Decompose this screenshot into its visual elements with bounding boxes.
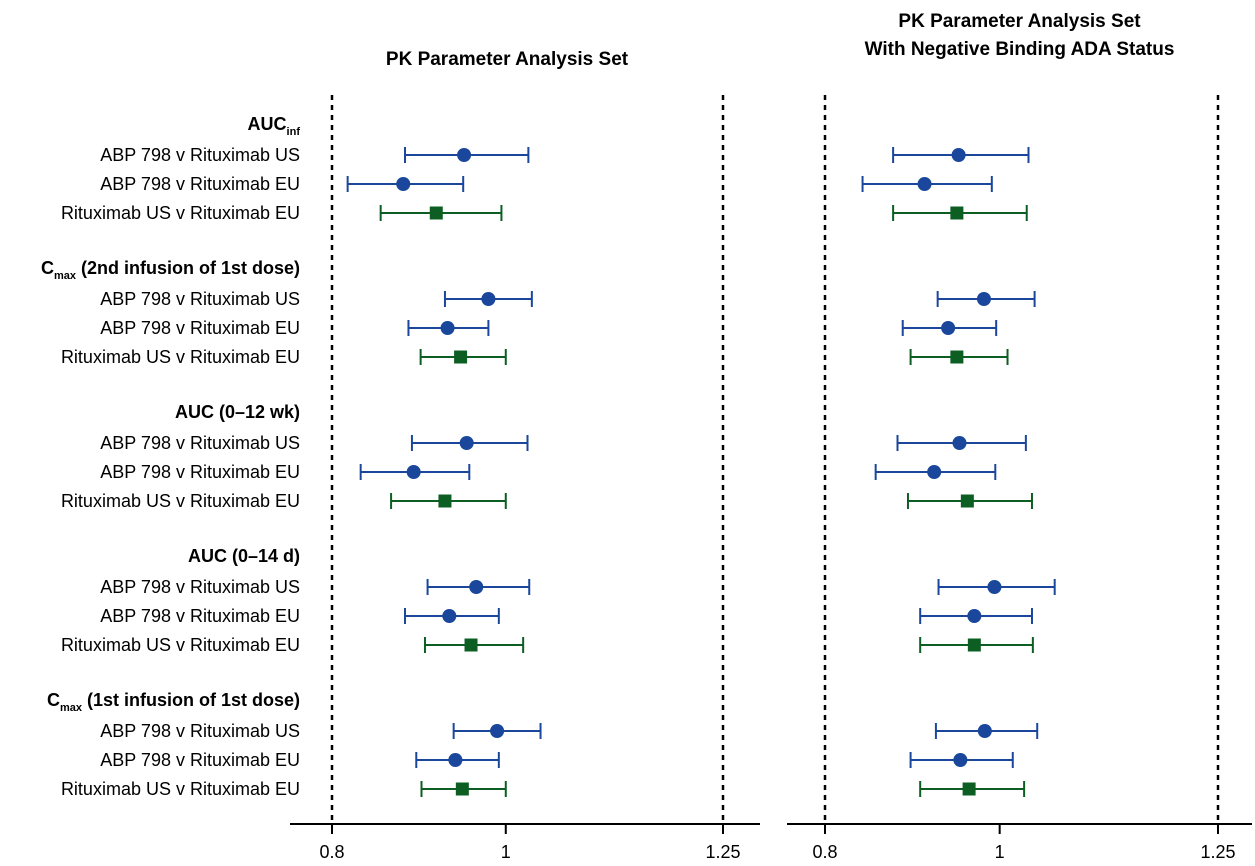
comparison-label: ABP 798 v Rituximab US [100, 145, 300, 165]
point-estimate [960, 494, 974, 508]
comparison-label: ABP 798 v Rituximab EU [100, 750, 300, 770]
panel-title: PK Parameter Analysis Set [386, 49, 629, 70]
x-tick-label: 1.25 [1200, 842, 1235, 862]
x-tick-label: 1 [501, 842, 511, 862]
group-label: Cmax (2nd infusion of 1st dose) [41, 258, 300, 282]
point-estimate [438, 494, 452, 508]
panel-1: PK Parameter Analysis Set 0.8 1 1.25 [290, 49, 760, 862]
point-estimate [406, 465, 421, 479]
group-label: AUC (0–12 wk) [175, 402, 300, 422]
point-estimate [459, 436, 474, 450]
x-tick-label: 0.8 [812, 842, 837, 862]
group-label-subscript: inf [287, 126, 301, 138]
panel-title: PK Parameter Analysis Set [898, 11, 1141, 32]
comparison-label: Rituximab US v Rituximab EU [61, 779, 300, 799]
point-estimate [977, 724, 992, 738]
comparison-label: ABP 798 v Rituximab EU [100, 174, 300, 194]
group-label-main: C [47, 690, 60, 710]
point-estimate [442, 609, 457, 623]
point-estimate [454, 350, 468, 364]
point-estimate [962, 782, 976, 796]
point-estimate [481, 292, 496, 306]
comparison-label: ABP 798 v Rituximab EU [100, 606, 300, 626]
point-estimate [490, 724, 505, 738]
point-estimate [987, 580, 1002, 594]
comparison-label: Rituximab US v Rituximab EU [61, 635, 300, 655]
group-label: AUCinf [248, 114, 301, 138]
comparison-label: ABP 798 v Rituximab EU [100, 462, 300, 482]
point-estimate [967, 638, 981, 652]
point-estimate [457, 148, 472, 162]
row-labels: AUCinf ABP 798 v Rituximab US ABP 798 v Ri… [41, 114, 300, 799]
point-estimate [941, 321, 956, 335]
group-label: Cmax (1st infusion of 1st dose) [47, 690, 300, 714]
comparison-label: Rituximab US v Rituximab EU [61, 203, 300, 223]
comparison-label: ABP 798 v Rituximab US [100, 289, 300, 309]
comparison-label: ABP 798 v Rituximab EU [100, 318, 300, 338]
point-estimate [927, 465, 942, 479]
point-estimate [953, 753, 968, 767]
group-label-subscript: max [54, 270, 77, 282]
group-label-rest: (2nd infusion of 1st dose) [76, 258, 300, 278]
point-estimate [976, 292, 991, 306]
point-estimate [396, 177, 411, 191]
point-estimate [464, 638, 478, 652]
comparison-label: Rituximab US v Rituximab EU [61, 347, 300, 367]
point-estimate [952, 436, 967, 450]
point-estimate [950, 206, 964, 220]
x-tick-label: 1.25 [705, 842, 740, 862]
point-estimate [455, 782, 469, 796]
point-estimate [469, 580, 484, 594]
point-estimate [967, 609, 982, 623]
point-estimate [951, 148, 966, 162]
point-estimate [429, 206, 443, 220]
point-estimate [448, 753, 463, 767]
group-label-subscript: max [60, 702, 83, 714]
comparison-label: ABP 798 v Rituximab US [100, 721, 300, 741]
panel-title: With Negative Binding ADA Status [865, 39, 1175, 60]
point-estimate [950, 350, 964, 364]
x-tick-label: 1 [995, 842, 1005, 862]
group-label-main: C [41, 258, 54, 278]
comparison-label: Rituximab US v Rituximab EU [61, 491, 300, 511]
group-label: AUC (0–14 d) [188, 546, 300, 566]
point-estimate [440, 321, 455, 335]
group-label-main: AUC [248, 114, 287, 134]
comparison-label: ABP 798 v Rituximab US [100, 577, 300, 597]
panel-2: PK Parameter Analysis Set With Negative B… [787, 11, 1252, 862]
group-label-rest: (1st infusion of 1st dose) [82, 690, 300, 710]
comparison-label: ABP 798 v Rituximab US [100, 433, 300, 453]
point-estimate [917, 177, 932, 191]
group-label-main: AUC (0–14 d) [188, 546, 300, 566]
x-tick-label: 0.8 [319, 842, 344, 862]
group-label-main: AUC (0–12 wk) [175, 402, 300, 422]
